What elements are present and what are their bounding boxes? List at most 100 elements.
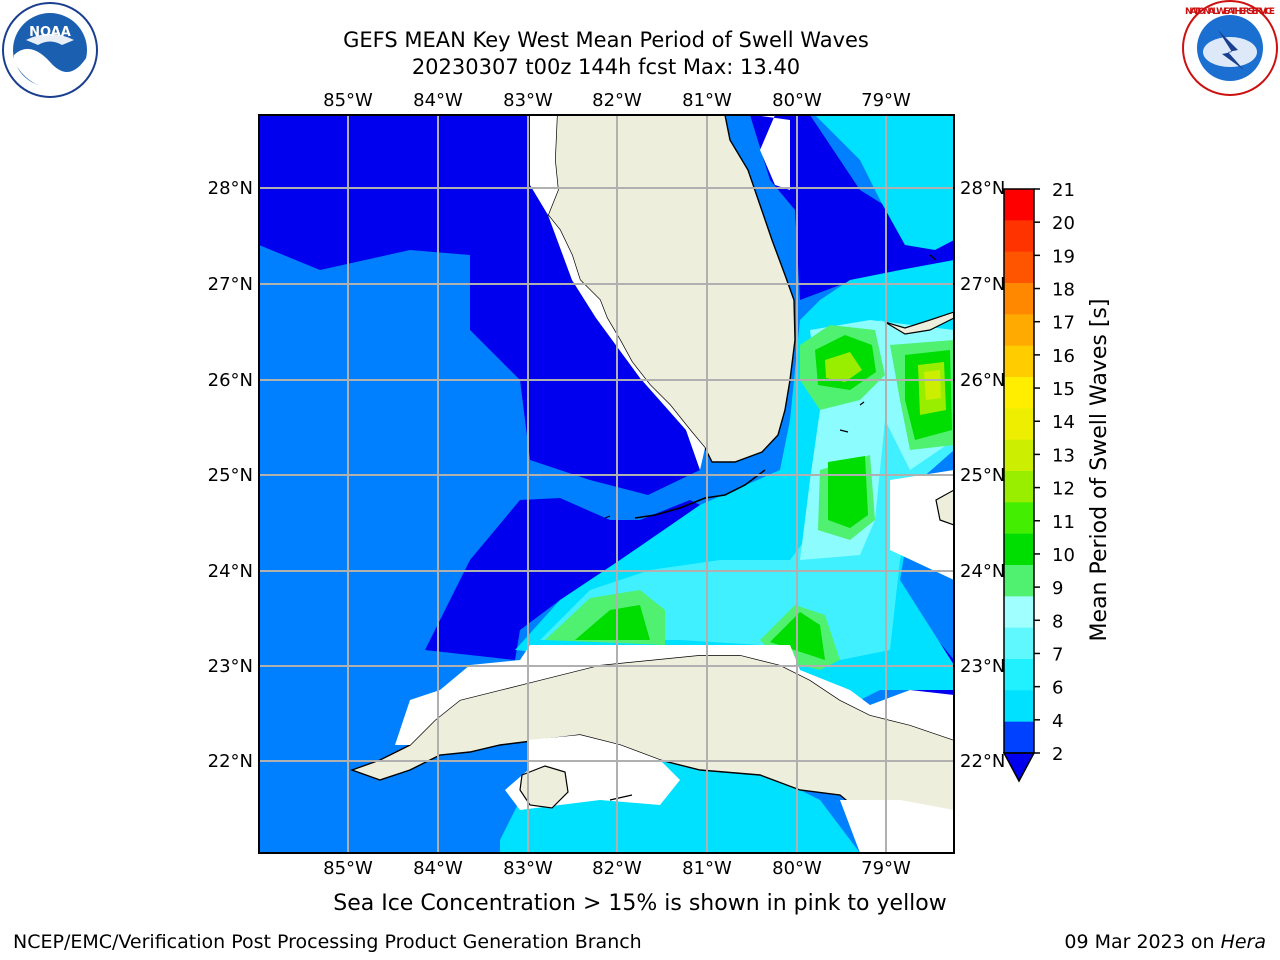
contour-under-atlantic: [750, 115, 954, 300]
colorbar-frame: [1003, 188, 1035, 754]
colorbar-swatch: [1004, 377, 1034, 409]
nws-logo-text: NATIONAL WEATHER SERVICE: [1185, 7, 1275, 17]
contour-4-6-north: [815, 115, 954, 250]
map-gridlines: [259, 115, 954, 853]
colorbar-tick-label: 12: [1052, 479, 1075, 500]
nodata-bahamas: [890, 470, 954, 580]
colorbar-tick-label: 19: [1052, 246, 1075, 267]
lon-label: 81°W: [682, 858, 732, 879]
colorbar-label: Mean Period of Swell Waves [s]: [1087, 299, 1112, 642]
colorbar-swatch: [1004, 471, 1034, 503]
land: [349, 115, 954, 853]
lon-label: 81°W: [682, 90, 732, 111]
contour-11-12-a: [825, 352, 862, 382]
footer-host: Hera: [1220, 931, 1266, 953]
colorbar-swatch: [1004, 502, 1034, 535]
colorbar-under-arrow: [1002, 752, 1036, 783]
colorbar-swatch: [1004, 189, 1034, 221]
colorbar-swatch: [1004, 565, 1034, 597]
footer-left: NCEP/EMC/Verification Post Processing Pr…: [13, 931, 642, 953]
lat-labels-right: 28°N 27°N 26°N 25°N 24°N 23°N 22°N: [960, 178, 1005, 772]
nodata-fl-west: [530, 115, 705, 470]
colorbar-swatch: [1004, 627, 1034, 660]
contour-10-11-c: [828, 456, 868, 528]
chart-title-line1: GEFS MEAN Key West Mean Period of Swell …: [343, 28, 869, 52]
nws-logo: NATIONAL WEATHER SERVICE: [1182, 0, 1278, 96]
nodata-northeast: [754, 115, 790, 190]
colorbar-swatch: [1004, 690, 1034, 723]
lon-labels-top: 85°W 84°W 83°W 82°W 81°W 80°W 79°W: [323, 90, 911, 111]
colorbar-tick-label: 17: [1052, 313, 1075, 334]
lon-label: 83°W: [503, 90, 553, 111]
land-andros: [935, 489, 954, 526]
noaa-logo: NOAA: [2, 2, 98, 98]
map-frame: [258, 114, 955, 854]
contour-10-11-d: [575, 605, 650, 640]
lat-label: 22°N: [208, 751, 253, 772]
colorbar-swatch: [1004, 408, 1034, 441]
lon-label: 84°W: [413, 858, 463, 879]
land-small-islands: [604, 254, 937, 801]
colorbar-swatch: [1004, 251, 1034, 284]
colorbar-tick-label: 15: [1052, 379, 1075, 400]
lon-label: 82°W: [592, 90, 642, 111]
lon-label: 85°W: [323, 858, 373, 879]
lat-label: 24°N: [960, 561, 1005, 582]
colorbar-tick-label: 14: [1052, 412, 1075, 433]
land-keys: [634, 469, 766, 519]
lat-label: 22°N: [960, 751, 1005, 772]
contour-under-gulf: [259, 115, 700, 495]
lon-labels-bottom: 85°W 84°W 83°W 82°W 81°W 80°W 79°W: [323, 858, 911, 879]
footer-date: 09 Mar 2023 on: [1064, 931, 1221, 953]
contour-under-south: [425, 498, 700, 660]
contour-12-13: [924, 370, 941, 400]
land-grand-bahama: [884, 311, 954, 335]
lat-label: 25°N: [208, 465, 253, 486]
colorbar-tick-label: 13: [1052, 445, 1075, 466]
lon-label: 84°W: [413, 90, 463, 111]
caption: Sea Ice Concentration > 15% is shown in …: [333, 891, 947, 916]
colorbar-tick-label: 7: [1052, 644, 1063, 665]
colorbar-tick-label: 16: [1052, 346, 1075, 367]
lat-label: 26°N: [208, 370, 253, 391]
colorbar-tick-label: 6: [1052, 678, 1063, 699]
lon-label: 80°W: [772, 90, 822, 111]
lat-label: 28°N: [960, 178, 1005, 199]
lon-label: 79°W: [861, 858, 911, 879]
lat-label: 23°N: [208, 656, 253, 677]
lat-label: 27°N: [960, 274, 1005, 295]
colorbar-tick-label: 21: [1052, 180, 1075, 201]
colorbar-swatch: [1004, 596, 1034, 629]
nodata-se-cuba: [840, 800, 954, 853]
land-isle-of-youth: [519, 765, 569, 809]
colorbar-swatch: [1004, 533, 1034, 566]
colorbar-tick-label: 9: [1052, 578, 1063, 599]
colorbar-swatch: [1004, 283, 1034, 315]
colorbar: 21 20 19 18 17 16 15 14 13 12 11 10 9 8 7 6 4 2: [1002, 180, 1075, 783]
lat-label: 23°N: [960, 656, 1005, 677]
footer-right: 09 Mar 2023 on Hera: [1064, 931, 1266, 953]
colorbar-swatch: [1004, 721, 1034, 754]
colorbar-tick-label: 18: [1052, 280, 1075, 301]
nodata-cuba-north: [395, 645, 954, 745]
lat-label: 26°N: [960, 370, 1005, 391]
lat-labels-left: 28°N 27°N 26°N 25°N 24°N 23°N 22°N: [208, 178, 253, 772]
land-florida: [547, 115, 796, 463]
lat-label: 25°N: [960, 465, 1005, 486]
colorbar-tick-label: 4: [1052, 711, 1063, 732]
colorbar-tick-label: 8: [1052, 611, 1063, 632]
lat-label: 27°N: [208, 274, 253, 295]
lat-label: 28°N: [208, 178, 253, 199]
lon-label: 83°W: [503, 858, 553, 879]
colorbar-swatch: [1004, 345, 1034, 378]
colorbar-swatch: [1004, 439, 1034, 472]
colorbar-tick-label: 10: [1052, 545, 1075, 566]
colorbar-swatch: [1004, 659, 1034, 691]
colorbar-tick-label: 2: [1052, 744, 1063, 765]
swell-contours: [259, 115, 954, 853]
lon-label: 85°W: [323, 90, 373, 111]
lon-label: 79°W: [861, 90, 911, 111]
chart-title-line2: 20230307 t00z 144h fcst Max: 13.40: [411, 55, 801, 79]
lon-label: 82°W: [592, 858, 642, 879]
